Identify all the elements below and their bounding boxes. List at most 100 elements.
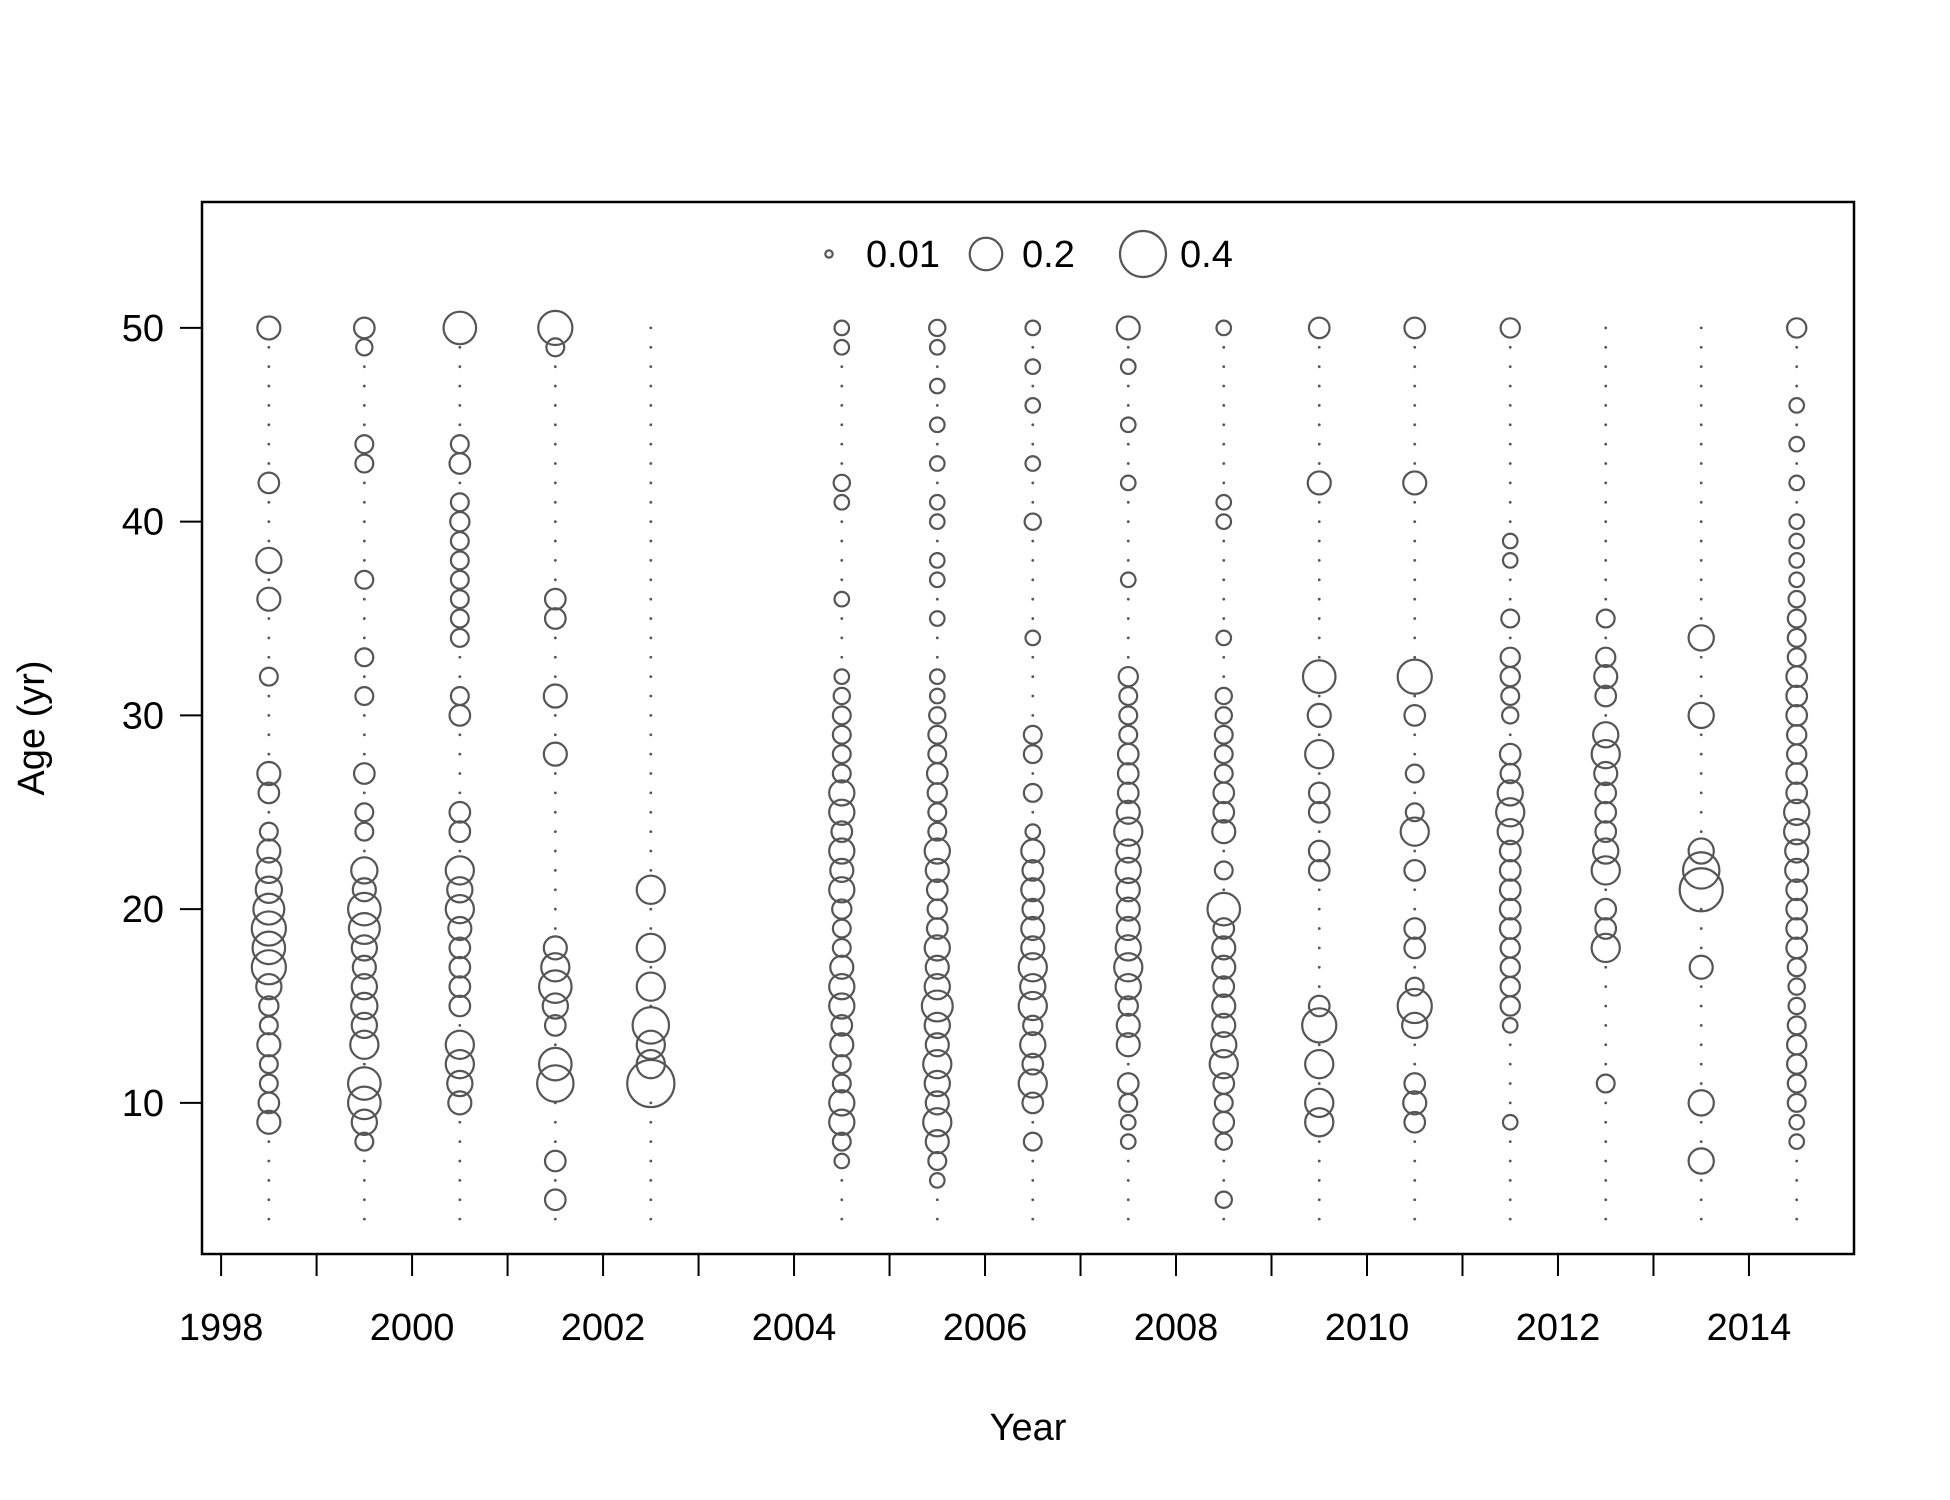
bubble	[828, 972, 856, 1001]
bubble-dot	[649, 752, 653, 756]
bubble-dot	[1413, 1043, 1417, 1047]
bubble	[1022, 782, 1043, 803]
bubble	[1594, 781, 1618, 805]
bubble-dot	[1222, 365, 1226, 369]
bubble-dot	[649, 617, 653, 620]
bubble-dot	[1317, 578, 1321, 582]
bubble	[1022, 1014, 1044, 1037]
bubble	[924, 857, 950, 883]
bubble	[1403, 859, 1427, 882]
bubble	[252, 892, 286, 926]
bubble	[831, 1073, 852, 1094]
bubble	[831, 705, 852, 726]
bubble	[1307, 800, 1331, 824]
bubble	[1023, 512, 1043, 531]
bubble-dot	[1126, 345, 1130, 349]
bubble-dot	[1699, 1062, 1703, 1066]
bubble-dot	[1508, 733, 1512, 737]
bubble	[828, 1089, 856, 1117]
bubble-dot	[553, 849, 557, 853]
bubble	[829, 857, 855, 883]
bubble	[1404, 976, 1425, 997]
bubble	[1307, 781, 1331, 805]
bubble-dot	[1126, 384, 1130, 388]
bubble-dot	[1699, 791, 1703, 795]
bubble-dot	[1031, 578, 1035, 582]
bubble-dot	[935, 404, 939, 407]
bubble	[635, 1029, 666, 1060]
bubble	[927, 1150, 948, 1172]
bubble-dot	[1413, 423, 1417, 427]
bubble-dot	[840, 1178, 844, 1182]
bubble	[1017, 952, 1048, 983]
bubble-dot	[1604, 714, 1608, 717]
bubble-dot	[649, 539, 653, 543]
bubble	[1117, 665, 1139, 688]
bubble-dot	[1317, 985, 1321, 989]
bubble-dot	[1795, 365, 1799, 369]
bubble	[1687, 1147, 1715, 1175]
bubble-dot	[649, 868, 653, 872]
bubble-dot	[1508, 636, 1512, 640]
bubble-dot	[1699, 597, 1703, 601]
bubble-dot	[1508, 423, 1512, 427]
bubble	[1116, 781, 1140, 805]
bubble-dot	[649, 733, 653, 737]
bubble	[1214, 1190, 1233, 1209]
bubble	[448, 936, 472, 960]
bubble-dot	[840, 365, 844, 369]
bubble	[1022, 744, 1043, 765]
bubble-dot	[1317, 500, 1321, 504]
bubble-dot	[362, 636, 366, 640]
bubble-dot	[1604, 500, 1608, 504]
bubble	[1498, 878, 1522, 902]
bubble-dot	[1317, 365, 1321, 369]
bubble	[1785, 743, 1808, 765]
bubble-dot	[649, 481, 653, 485]
bubble	[924, 954, 950, 980]
bubble	[258, 821, 279, 842]
bubble-dot	[1508, 597, 1512, 601]
bubble	[1590, 932, 1621, 964]
bubble-dot	[458, 655, 462, 659]
bubble-dot	[1604, 578, 1608, 582]
bubble-dot	[458, 1178, 462, 1182]
bubble	[346, 1066, 382, 1101]
bubble-dot	[1126, 636, 1130, 640]
bubble-dot	[649, 849, 653, 853]
bubble-dot	[1317, 345, 1321, 349]
bubble-dot	[1413, 500, 1417, 504]
bubble	[1114, 972, 1142, 1001]
bubble	[543, 1188, 567, 1212]
bubble-dot	[935, 539, 939, 543]
bubble	[1215, 319, 1233, 337]
bubble-dot	[1126, 1217, 1130, 1221]
bubble	[542, 683, 568, 709]
bubble	[1119, 416, 1137, 434]
bubble	[1304, 1107, 1335, 1138]
bubble	[1021, 897, 1045, 921]
bubble-dot	[553, 888, 557, 892]
bubble-dot	[267, 520, 271, 524]
bubble-dot	[1126, 404, 1130, 407]
bubble-dot	[1699, 694, 1703, 698]
bubble-dot	[1699, 1023, 1703, 1027]
bubble-dot	[1317, 404, 1321, 407]
bubble	[1788, 552, 1806, 569]
bubble	[1116, 742, 1140, 766]
bubble	[1590, 855, 1621, 886]
bubble-dot	[1604, 888, 1608, 892]
bubble-dot	[1031, 1198, 1035, 1202]
bubble-dot	[1604, 1178, 1608, 1182]
bubble-dot	[649, 772, 653, 775]
bubble-dot	[1795, 1178, 1799, 1182]
bubble-dot	[1699, 655, 1703, 659]
bubble	[928, 571, 946, 589]
bubble-dot	[1031, 384, 1035, 388]
bubble	[926, 782, 949, 804]
bubble	[1786, 1015, 1807, 1036]
bubble	[1115, 896, 1141, 922]
bubble-dot	[649, 1140, 653, 1144]
bubble-dot	[458, 481, 462, 485]
bubble-dot	[1317, 888, 1321, 892]
